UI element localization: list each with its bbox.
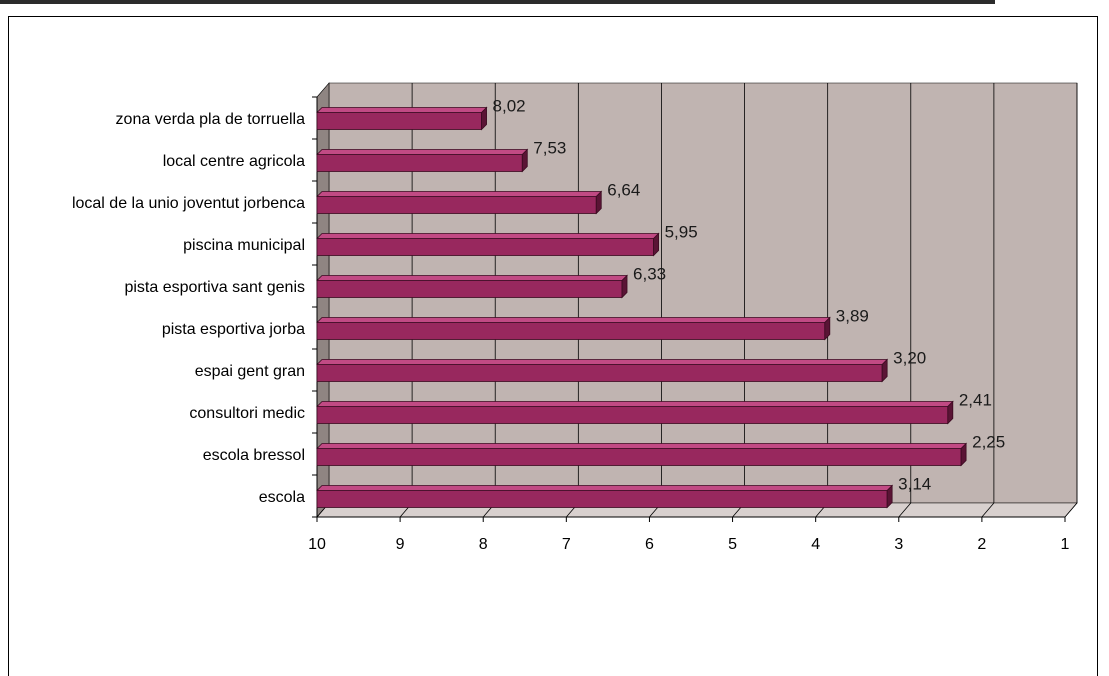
floor-gridline (981, 502, 995, 518)
bar-side (653, 232, 659, 257)
bar (316, 274, 628, 299)
bar-side (886, 484, 893, 509)
bar (316, 148, 529, 173)
bar-top (316, 149, 529, 155)
category-label: escola bressol (203, 447, 305, 464)
bar (316, 484, 894, 509)
category-label: espai gent gran (195, 363, 305, 380)
data-label: 6,33 (633, 265, 666, 284)
data-label: 3,89 (836, 307, 869, 326)
bar (316, 358, 889, 383)
bar-side (595, 190, 602, 215)
data-label: 3,20 (893, 349, 926, 368)
bar-side (947, 400, 954, 425)
floor-gridline (898, 502, 912, 518)
x-tick-label: 5 (728, 536, 737, 553)
x-tick-label: 7 (562, 536, 571, 553)
bar-top (316, 233, 660, 239)
category-label: local centre agricola (163, 153, 305, 170)
bar (316, 442, 968, 467)
x-tick-label: 10 (308, 536, 326, 553)
x-tick-label: 1 (1061, 536, 1070, 553)
bar (316, 106, 488, 131)
x-tick-label: 6 (645, 536, 654, 553)
bar-side (621, 274, 628, 299)
category-label: pista esportiva sant genis (124, 279, 305, 296)
bar-front (316, 322, 826, 340)
category-label: piscina municipal (183, 237, 305, 254)
chart-frame (8, 16, 1098, 676)
bar-top (316, 275, 628, 281)
category-label: pista esportiva jorba (162, 321, 305, 338)
x-tick-label: 8 (479, 536, 488, 553)
bar (316, 190, 603, 215)
floor-gridline (1064, 502, 1078, 518)
bar-front (316, 490, 888, 508)
data-label: 8,02 (493, 97, 526, 116)
bar (316, 316, 831, 341)
bar-front (316, 280, 623, 298)
bar-top (316, 191, 603, 197)
x-tick-label: 2 (977, 536, 986, 553)
bar-side (481, 106, 487, 131)
category-labels: zona verda pla de torruella local centre … (72, 111, 305, 506)
bars (316, 106, 968, 509)
data-label: 6,64 (607, 181, 640, 200)
category-label: consultori medic (189, 405, 305, 422)
bar (316, 232, 660, 257)
bar-front (316, 154, 523, 172)
window-top-bar (0, 0, 995, 4)
data-label: 3,14 (898, 475, 931, 494)
bar-front (316, 196, 597, 214)
bar-top (316, 485, 894, 491)
bar-top (316, 317, 831, 323)
category-label: zona verda pla de torruella (116, 111, 306, 128)
bar-front (316, 448, 962, 466)
bar-top (316, 401, 954, 407)
data-label: 2,25 (972, 433, 1005, 452)
bar-top (316, 107, 488, 113)
data-label: 5,95 (665, 223, 698, 242)
x-tick-labels: 10 9 8 7 6 5 4 3 2 1 (308, 536, 1069, 553)
data-label: 7,53 (533, 139, 566, 158)
x-tick-label: 4 (811, 536, 820, 553)
data-labels: 8,02 7,53 6,64 5,95 6,33 3,89 3,20 2,41 2,25 3,14 (493, 97, 1006, 494)
bar-front (316, 364, 883, 382)
bar-front (316, 238, 655, 256)
data-label: 2,41 (959, 391, 992, 410)
x-tick-label: 3 (894, 536, 903, 553)
bar-side (824, 316, 831, 341)
bar-side (960, 442, 967, 467)
bar-top (316, 443, 968, 449)
category-label: escola (259, 489, 305, 506)
bar-front (316, 406, 949, 424)
bar-chart: zona verda pla de torruella local centre … (72, 82, 1078, 553)
x-tick-label: 9 (396, 536, 405, 553)
category-label: local de la unio joventut jorbenca (72, 195, 305, 212)
bar-front (316, 112, 482, 130)
bar (316, 400, 954, 425)
bar-side (881, 358, 888, 383)
bar-top (316, 359, 889, 365)
bar-side (521, 148, 528, 173)
